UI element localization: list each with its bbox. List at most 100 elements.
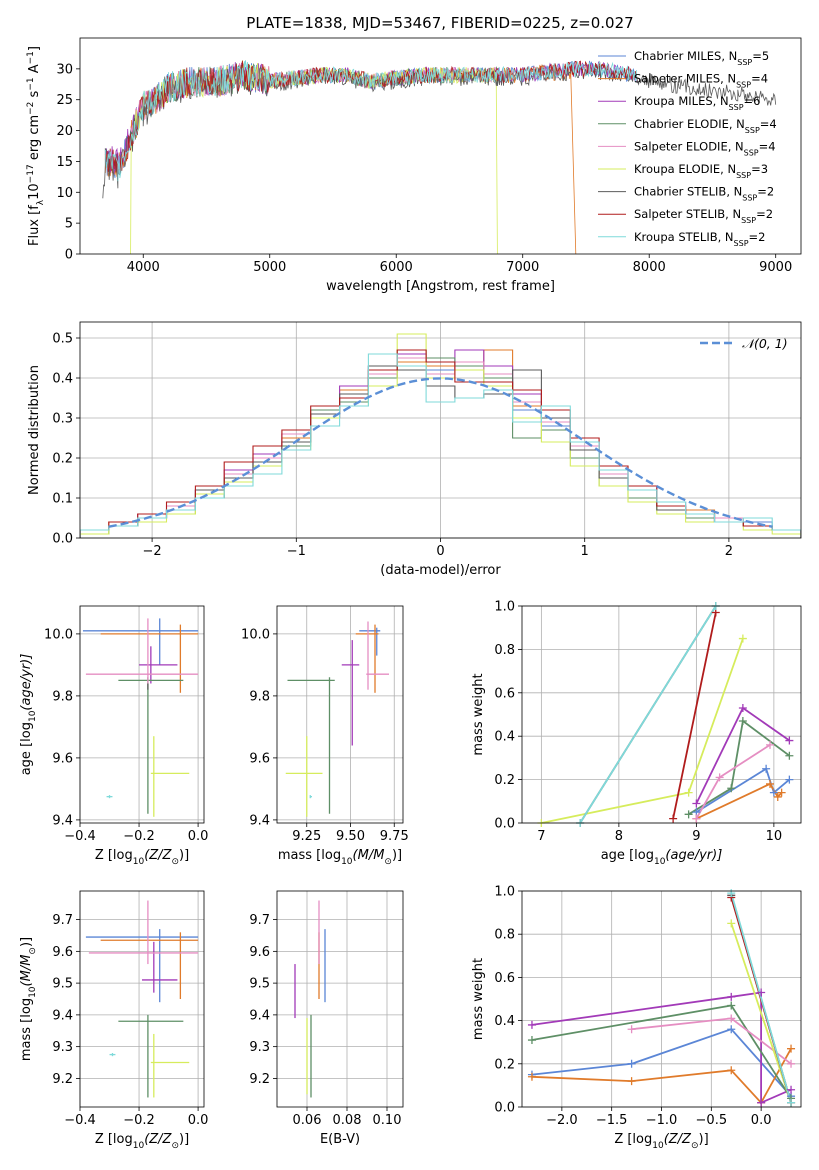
age-vs-z-xlabel: Z [log10(Z/Z⊙)] [95,848,189,867]
mass-vs-z-ytick-label: 9.2 [52,1072,73,1087]
mass-vs-z-plot-area [85,900,199,1098]
weight-vs-age-ytick-label: 1.0 [494,600,515,615]
panels: 4000 5000 6000 7000 8000 9000051015202530wave… [19,37,802,1151]
weight-marker [766,779,774,788]
residuals-xtick-label: −1 [287,544,306,559]
weight-marker [727,1066,736,1075]
age-vs-z-xtick-label: 0.0 [188,829,209,844]
weight-vs-age-frame [521,605,802,824]
weight-marker [627,1059,636,1068]
weight-marker [738,717,747,726]
residuals-ytick-label: 0.4 [52,372,73,387]
weight-marker [727,889,736,898]
weight-marker [692,814,701,823]
weight-vs-z-ytick-label: 1.0 [494,885,515,900]
residuals-ytick-label: 0.0 [52,532,73,547]
age-vs-z-panel: −0.4 −0.2 0.0 9.4 9.6 9.8 10.0 Z [log10(Z/Z⊙)] a… [19,605,209,867]
legend-label: Chabrier STELIB, NSSP=2 [634,185,774,203]
residuals-xtick-label: −2 [143,544,162,559]
age-vs-z-ytick-label: 9.8 [52,689,73,704]
weight-marker [727,992,736,1001]
mass-vs-ebv-xtick-label: 0.06 [293,1113,322,1128]
mass-vs-ebv-xlabel: E(B-V) [320,1132,360,1147]
mass-vs-z-ytick-label: 9.4 [52,1008,73,1023]
spectrum-xtick-label: 6000 [380,260,413,275]
mass-vs-z-xtick-label: −0.2 [123,1113,155,1128]
weight-vs-age-xtick-label: 8 [615,829,623,844]
age-vs-z-ytick-label: 10.0 [44,627,73,642]
weight-marker [738,634,747,643]
weight-vs-z-ytick-label: 0.6 [494,971,515,986]
weight-marker [715,773,724,782]
weight-vs-age-ytick-label: 0.6 [494,686,515,701]
age-vs-z-xtick-label: −0.2 [123,829,155,844]
weight-marker [738,703,747,712]
age-vs-mass-xlabel: mass [log10(M/M⊙)] [278,848,402,867]
weight-marker [785,775,794,784]
mass-vs-ebv-ytick-label: 9.4 [249,1008,270,1023]
spectrum-xtick-label: 7000 [506,260,539,275]
residuals-ylabel: Normed distribution [27,365,42,495]
age-vs-z-ylabel: age [log10(age/yr)] [19,654,38,776]
weight-vs-z-xlabel: Z [log10(Z/Z⊙)] [614,1132,708,1151]
mass-vs-ebv-plot-area [294,900,326,1098]
spectrum-ytick-label: 0 [65,248,73,263]
residuals-xtick-label: 2 [725,544,733,559]
weight-vs-age-ytick-label: 0.4 [494,730,515,745]
age-vs-z-ytick-label: 9.4 [52,813,73,828]
spectrum-legend: Chabrier MILES, NSSP=5 Salpeter MILES, NS… [598,49,777,247]
age-vs-mass-ytick-label: 10.0 [241,627,270,642]
weight-marker [627,1025,636,1034]
residuals-xtick-label: 1 [581,544,589,559]
weight-vs-z-xtick-label: −2.0 [546,1113,578,1128]
mass-vs-z-ytick-label: 9.3 [52,1040,73,1055]
spectrum-line-kroupa-stelib [104,60,637,182]
age-vs-z-plot-area [82,618,199,817]
weight-vs-age-ytick-label: 0.2 [494,773,515,788]
age-vs-mass-ytick-label: 9.6 [249,751,270,766]
weight-marker [727,784,736,793]
weight-line-salpeter-stelib [672,612,717,819]
weight-marker [527,1020,536,1029]
weight-marker [757,988,766,997]
legend-label: Kroupa MILES, NSSP=6 [634,94,760,112]
weight-marker [787,1098,796,1107]
weight-vs-z-ylabel: mass weight [471,958,486,1040]
weight-marker [757,1098,766,1107]
weight-marker [787,1085,796,1094]
mass-vs-ebv-xtick-label: 0.08 [333,1113,362,1128]
legend-label: Kroupa STELIB, NSSP=2 [634,230,765,248]
weight-vs-z-panel: −2.0 −1.5 −1.0 −0.5 0.0 0.0 0.2 0.4 0.6 0.8 1.0 Z [… [471,885,802,1151]
weight-marker [773,792,782,801]
normal-curve [108,377,773,528]
weight-marker [762,764,771,773]
age-vs-mass-xtick-label: 9.75 [380,829,409,844]
weight-marker [727,1014,736,1023]
weight-marker [727,919,736,928]
mass-vs-ebv-frame [276,890,404,1108]
residuals-xlabel: (data-model)/error [380,563,501,578]
age-vs-mass-xtick-label: 9.50 [336,829,365,844]
mass-vs-ebv-ytick-label: 9.7 [249,913,270,928]
spectrum-ytick-label: 5 [65,217,73,232]
weight-vs-age-panel: 7 8 9 10 0.0 0.2 0.4 0.6 0.8 1.0 age [log10(age/yr… [471,600,802,867]
spectrum-ylabel: Flux [fλ10−17 erg cm−2 s−1 A−1] [26,46,46,246]
legend-label: Kroupa ELODIE, NSSP=3 [634,162,768,180]
weight-vs-z-xtick-label: −1.0 [646,1113,678,1128]
weight-vs-age-ytick-label: 0.8 [494,643,515,658]
spectrum-frame [79,37,802,255]
weight-marker [777,788,786,797]
weight-marker [787,1059,796,1068]
weight-marker [527,1072,536,1081]
residuals-ytick-label: 0.1 [52,492,73,507]
weight-vs-z-ytick-label: 0.4 [494,1014,515,1029]
legend-label-normal: 𝒩(0, 1) [742,336,788,351]
legend-label: Salpeter ELODIE, NSSP=4 [634,139,776,157]
age-vs-z-frame [79,605,205,824]
legend-label: Salpeter STELIB, NSSP=2 [634,207,773,225]
spectrum-xtick-label: 4000 [127,260,160,275]
mass-vs-ebv-ytick-label: 9.6 [249,945,270,960]
spectrum-ytick-label: 30 [56,62,73,77]
mass-vs-ebv-panel: 0.06 0.08 0.10 9.2 9.3 9.4 9.5 9.6 9.7 E(B-V) [249,890,404,1147]
